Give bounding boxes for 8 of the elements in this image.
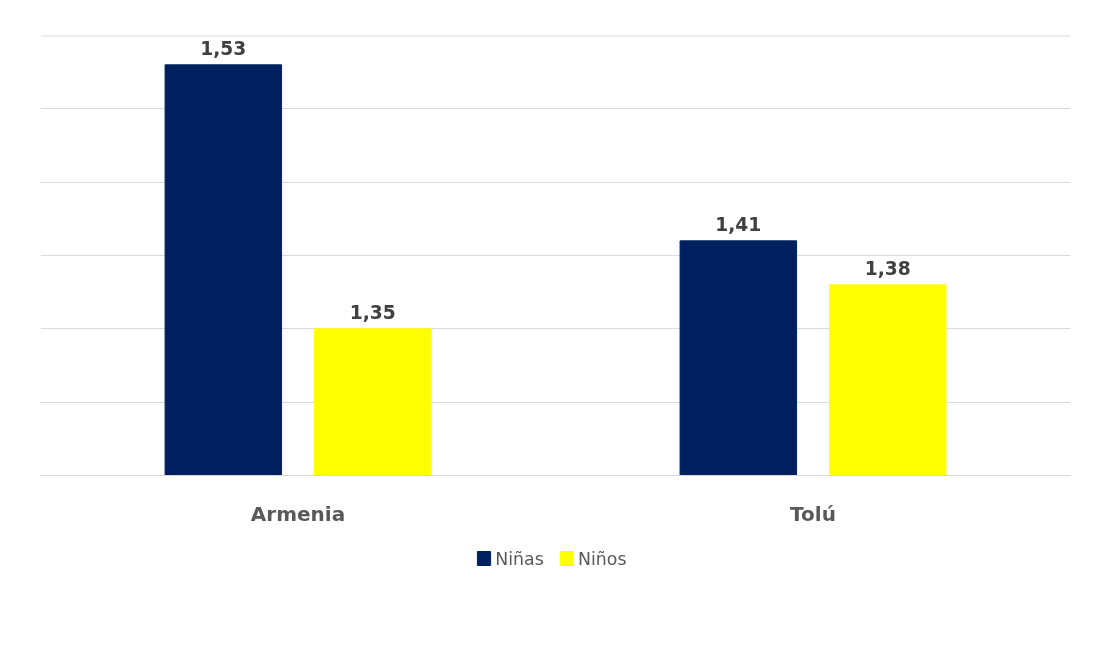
- legend-label: Niñas: [495, 548, 544, 569]
- x-tick-label: Armenia: [250, 501, 346, 526]
- data-label: 1,35: [349, 301, 396, 323]
- data-label: 1,41: [715, 213, 762, 235]
- data-label: 1,53: [200, 37, 247, 59]
- data-label: 1,38: [864, 257, 911, 279]
- x-tick-label: Tolú: [790, 501, 836, 526]
- legend-label: Niños: [578, 548, 627, 569]
